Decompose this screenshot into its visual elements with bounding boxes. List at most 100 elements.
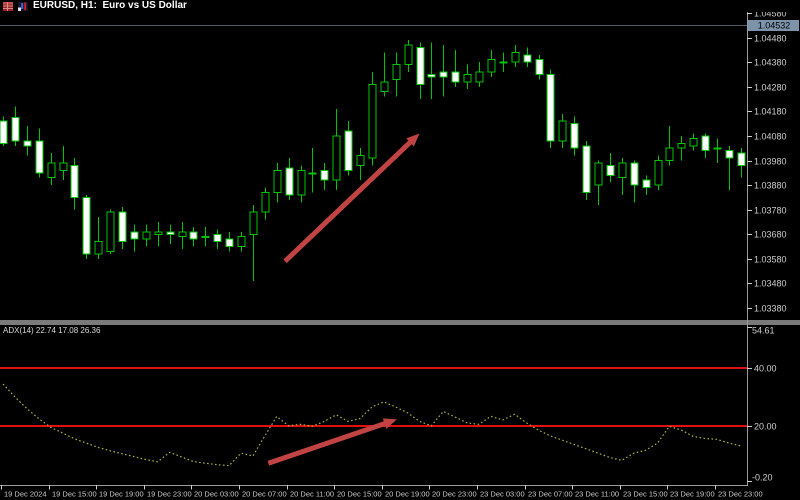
price-tick-label: 1.03880 xyxy=(754,180,787,190)
candle xyxy=(332,108,341,190)
candle xyxy=(0,116,8,146)
candle xyxy=(404,40,413,72)
price-tick-label: 1.04480 xyxy=(754,33,787,43)
candle xyxy=(582,140,591,200)
candle xyxy=(677,135,686,161)
adx-axis[interactable]: 54.61 40.00 20.00 -0.20 xyxy=(747,325,777,482)
candle xyxy=(285,158,294,200)
candle xyxy=(487,49,496,77)
candle xyxy=(713,138,722,163)
time-tick-label: 20 Dec 19:00 xyxy=(385,489,430,498)
candle xyxy=(70,158,79,210)
indicator-label: ADX(14) 22.74 17.08 26.36 xyxy=(3,326,101,335)
time-tick-label: 23 Dec 11:00 xyxy=(575,489,619,498)
candle xyxy=(451,49,460,87)
time-tick-label: 23 Dec 23:00 xyxy=(718,489,763,498)
candle xyxy=(59,145,68,181)
time-tick-label: 23 Dec 19:00 xyxy=(670,489,715,498)
pane-borders xyxy=(0,11,748,486)
time-tick-label: 20 Dec 07:00 xyxy=(242,489,287,498)
adx-line xyxy=(2,383,741,467)
time-tick-label: 20 Dec 23:00 xyxy=(432,489,477,498)
candle xyxy=(654,155,663,190)
price-tick-label: 1.03480 xyxy=(754,278,787,288)
adx-min-label: -0.20 xyxy=(752,472,773,482)
trend-arrow[interactable] xyxy=(283,133,420,264)
candle xyxy=(35,128,44,178)
candle xyxy=(237,231,246,252)
candle xyxy=(213,229,222,249)
candle xyxy=(725,145,734,190)
time-tick-label: 19 Dec 19:00 xyxy=(99,489,144,498)
adx-level-label: 20.00 xyxy=(754,421,777,431)
time-tick-label: 19 Dec 15:00 xyxy=(52,489,97,498)
candle xyxy=(618,158,627,195)
candles xyxy=(0,40,746,281)
candle xyxy=(11,106,20,146)
candle xyxy=(475,62,484,87)
candle xyxy=(356,148,365,181)
candle xyxy=(344,121,353,176)
candle xyxy=(368,72,377,166)
candle xyxy=(47,153,56,186)
time-tick-label: 20 Dec 15:00 xyxy=(337,489,382,498)
candle xyxy=(189,226,198,247)
candle xyxy=(273,162,282,203)
candle xyxy=(523,47,532,68)
time-tick-label: 19 Dec 2024 xyxy=(4,489,47,498)
candle xyxy=(642,175,651,195)
price-tick-label: 1.04280 xyxy=(754,82,787,92)
candle xyxy=(249,204,258,281)
candle xyxy=(511,44,520,68)
candle xyxy=(130,224,139,252)
candle xyxy=(178,221,187,249)
title-bar[interactable]: EURUSD, H1: Euro vs US Dollar xyxy=(0,0,800,12)
candlestick-chart-icon xyxy=(18,1,28,11)
current-price-label: 1.04532 xyxy=(758,20,791,30)
price-tick-label: 1.04580 xyxy=(754,8,787,18)
candle xyxy=(201,226,210,247)
candle xyxy=(261,187,270,220)
candle xyxy=(320,162,329,190)
candle xyxy=(166,224,175,245)
candle xyxy=(416,42,425,100)
candle xyxy=(737,148,746,178)
price-tick-label: 1.03680 xyxy=(754,229,787,239)
time-tick-label: 23 Dec 15:00 xyxy=(623,489,668,498)
candle xyxy=(380,52,389,97)
adx-level-lines xyxy=(0,367,747,427)
candle xyxy=(392,52,401,97)
candle xyxy=(546,69,555,149)
candle xyxy=(427,42,436,100)
time-tick-label: 20 Dec 11:00 xyxy=(290,489,334,498)
chart-title: EURUSD, H1: Euro vs US Dollar xyxy=(33,0,187,11)
candle xyxy=(630,160,639,203)
pane-divider[interactable] xyxy=(0,320,800,325)
candle xyxy=(570,116,579,156)
candle xyxy=(142,224,151,247)
candle xyxy=(594,160,603,205)
adx-arrow[interactable] xyxy=(267,418,397,466)
adx-max-label: 54.61 xyxy=(752,325,775,335)
time-tick-label: 23 Dec 07:00 xyxy=(528,489,573,498)
time-axis[interactable]: 19 Dec 2024 19 Dec 15:00 19 Dec 19:00 19 De… xyxy=(1,485,763,498)
price-tick-label: 1.03380 xyxy=(754,303,787,313)
candle xyxy=(665,126,674,166)
price-axis[interactable]: 1.04580 1.04480 1.04380 1.04280 1.04180 1.040… xyxy=(747,8,787,313)
time-tick-label: 20 Dec 03:00 xyxy=(194,489,239,498)
candle xyxy=(463,64,472,90)
adx-level-label: 40.00 xyxy=(754,363,777,373)
candle xyxy=(535,54,544,80)
candle xyxy=(297,165,306,203)
price-tick-label: 1.03980 xyxy=(754,156,787,166)
candle xyxy=(118,207,127,249)
candle xyxy=(499,52,508,72)
current-price-box: 1.04532 xyxy=(748,20,799,31)
candle xyxy=(94,217,103,259)
price-tick-label: 1.04380 xyxy=(754,57,787,67)
candle xyxy=(106,209,115,254)
candle xyxy=(308,148,317,193)
candle xyxy=(606,153,615,183)
